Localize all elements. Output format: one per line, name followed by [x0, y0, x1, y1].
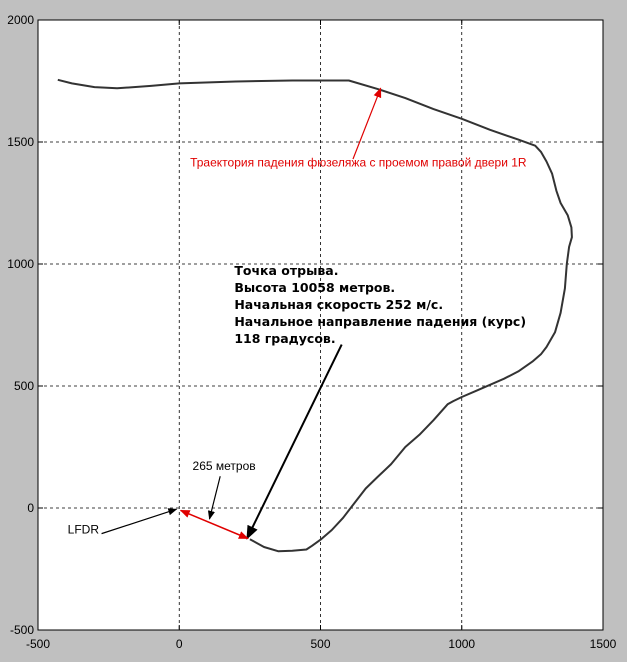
plot-area [37, 19, 604, 631]
annotation-arrow [101, 508, 178, 535]
y-tick-label: 1500 [7, 135, 34, 149]
annotation-label: LFDR [68, 523, 100, 537]
y-tick-label: 500 [14, 379, 34, 393]
y-tick-label: 2000 [7, 13, 34, 27]
y-tick-label: -500 [10, 623, 34, 637]
distance-double-arrow [179, 509, 249, 540]
axis-ticks: -500 0 500 1000 1500 -500 0 500 1000 1500 2000 [7, 13, 616, 651]
x-tick-label: 1000 [448, 637, 475, 651]
breakup-point-note-line: Точка отрыва. [234, 263, 338, 278]
x-tick-label: 1500 [590, 637, 617, 651]
series-layer [57, 78, 573, 553]
y-tick-label: 1000 [7, 257, 34, 271]
breakup-point-note-line: Начальная скорость 252 м/с. [234, 297, 443, 312]
x-tick-label: 0 [176, 637, 183, 651]
y-tick-label: 0 [27, 501, 34, 515]
annotations: Траектория падения фюзеляжа с проемом пр… [68, 87, 527, 540]
breakup-point-note-line: 118 градусов. [234, 331, 335, 346]
breakup-point-note-line: Начальное направление падения (курс) [234, 314, 526, 329]
annotation-label: 265 метров [193, 459, 256, 473]
trajectory-line [57, 78, 573, 553]
annotation-label: Траектория падения фюзеляжа с проемом пр… [190, 155, 527, 169]
annotation-arrow [246, 344, 343, 540]
annotation-arrow [352, 87, 382, 160]
x-tick-label: 500 [310, 637, 330, 651]
x-tick-label: -500 [26, 637, 50, 651]
breakup-point-note-line: Высота 10058 метров. [234, 280, 395, 295]
